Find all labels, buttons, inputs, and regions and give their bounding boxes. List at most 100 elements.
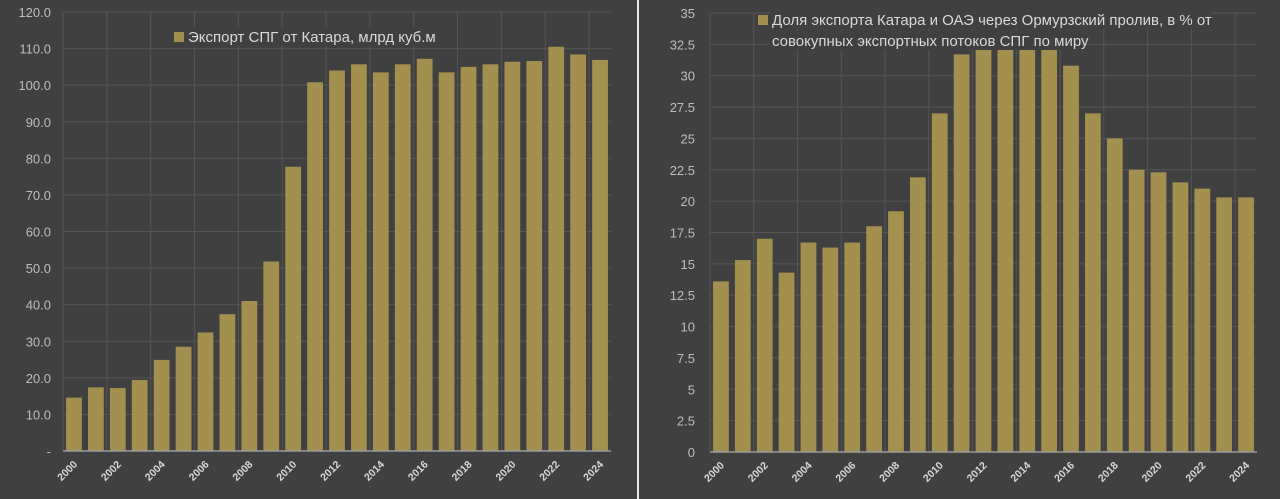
x-tick-label: 2002 [99, 459, 124, 484]
bar-2019 [1128, 169, 1145, 453]
y-tick-label: 25 [681, 131, 695, 146]
bar-2005 [822, 247, 839, 452]
bar-2009 [263, 261, 280, 451]
bar-2024 [592, 59, 608, 452]
y-tick-label: 60.0 [26, 225, 51, 240]
x-tick-label: 2022 [1183, 460, 1208, 485]
y-tick-label: 20.0 [26, 371, 51, 386]
y-tick-label: 32.5 [670, 37, 695, 52]
legend-bg [186, 27, 437, 46]
x-tick-label: 2006 [833, 460, 858, 485]
x-tick-label: 2014 [1008, 460, 1033, 485]
bar-2021 [526, 61, 543, 451]
bar-2007 [219, 314, 236, 451]
legend-swatch [758, 15, 768, 25]
bar-2013 [351, 64, 367, 452]
y-tick-label: 100.0 [18, 78, 51, 93]
bar-2003 [131, 380, 148, 451]
bar-2002 [109, 388, 126, 451]
bar-2014 [1019, 48, 1036, 453]
x-tick-label: 2004 [790, 460, 815, 485]
chart-svg: 0 2.5 5 7.5 10 12.5 15 17.5 20 22.5 25 27.5 30 32.5 35… [670, 6, 1257, 485]
x-tick-label: 2010 [921, 460, 946, 485]
chart-svg: - 10.0 20.0 30.0 40.0 50.0 60.0 70.0 80.0 90.0 100… [18, 5, 611, 484]
bar-2019 [482, 64, 499, 452]
bar-2022 [548, 46, 565, 452]
x-tick-label: 2004 [143, 459, 168, 484]
bar-2018 [460, 66, 477, 451]
y-tick-label: 30 [681, 69, 695, 84]
bar-2008 [888, 211, 904, 452]
y-tick-label: 12.5 [670, 288, 695, 303]
legend-label: Экспорт СПГ от Катара, млрд куб.м [188, 29, 436, 46]
y-tick-label: 20 [681, 194, 695, 209]
bar-2013 [997, 33, 1014, 452]
bar-2002 [756, 238, 773, 452]
bar-2005 [175, 346, 192, 451]
x-tick-label: 2022 [537, 459, 562, 484]
y-tick-label: 30.0 [26, 334, 51, 349]
x-tick-label: 2018 [1096, 460, 1121, 485]
x-tick-label: 2002 [746, 460, 771, 485]
bar-2017 [1085, 113, 1101, 452]
legend-label: совокупных экспортных потоков СПГ по мир… [772, 33, 1089, 50]
bar-2016 [1063, 65, 1079, 453]
bar-2004 [800, 242, 817, 452]
legend-bg [770, 31, 1082, 50]
x-tick-label: 2012 [965, 460, 990, 485]
bar-2001 [87, 387, 104, 451]
y-tick-label: 10 [681, 320, 695, 335]
bar-2023 [570, 54, 587, 451]
bar-2009 [909, 177, 926, 452]
y-tick-label: 110.0 [19, 42, 51, 57]
y-tick-label: 0 [688, 445, 695, 460]
y-tick-label: 17.5 [670, 226, 695, 241]
y-tick-label: 90.0 [26, 115, 51, 130]
bar-2010 [931, 113, 948, 452]
bar-2014 [372, 72, 389, 452]
x-tick-label: 2008 [230, 459, 255, 484]
y-tick-label: 35 [681, 6, 695, 21]
x-tick-label: 2020 [493, 459, 518, 484]
x-tick-label: 2024 [1227, 460, 1252, 485]
bar-2017 [438, 72, 455, 452]
panel-divider [637, 0, 639, 499]
x-tick-label: 2000 [55, 459, 80, 484]
bar-2021 [1172, 182, 1189, 453]
bar-2015 [1041, 49, 1058, 452]
bar-2020 [1150, 172, 1167, 452]
y-tick-label: 7.5 [677, 351, 695, 366]
bar-2015 [394, 64, 411, 452]
bar-2018 [1106, 138, 1123, 452]
x-tick-label: 2020 [1140, 460, 1165, 485]
bar-2012 [329, 70, 345, 452]
x-tick-label: 2024 [581, 459, 606, 484]
y-tick-label: 15 [681, 257, 695, 272]
bar-2022 [1194, 188, 1211, 452]
bar-2003 [778, 272, 795, 452]
bar-2016 [416, 58, 433, 452]
x-tick-label: 2008 [877, 460, 902, 485]
y-tick-label: 50.0 [26, 261, 51, 276]
bar-2008 [241, 301, 258, 451]
y-tick-label: 40.0 [26, 298, 51, 313]
x-tick-label: 2014 [362, 459, 387, 484]
y-tick-label: 120.0 [18, 5, 51, 20]
y-tick-label: 22.5 [670, 163, 695, 178]
legend-bg [770, 10, 1211, 29]
y-tick-label: - [47, 444, 51, 459]
bar-2024 [1238, 197, 1254, 452]
x-tick-label: 2006 [187, 459, 212, 484]
y-tick-label: 10.0 [26, 407, 51, 422]
x-tick-label: 2018 [450, 459, 475, 484]
bar-2011 [953, 54, 970, 453]
bar-2010 [285, 166, 302, 451]
x-tick-label: 2016 [406, 459, 431, 484]
hormuz-share-chart: 0 2.5 5 7.5 10 12.5 15 17.5 20 22.5 25 27.5 30 32.5 35… [640, 0, 1280, 499]
legend-swatch [174, 32, 184, 42]
y-tick-label: 80.0 [26, 151, 51, 166]
bar-2004 [153, 359, 170, 451]
bar-2007 [866, 226, 882, 452]
bar-2001 [734, 260, 751, 452]
bar-2000 [66, 397, 82, 451]
